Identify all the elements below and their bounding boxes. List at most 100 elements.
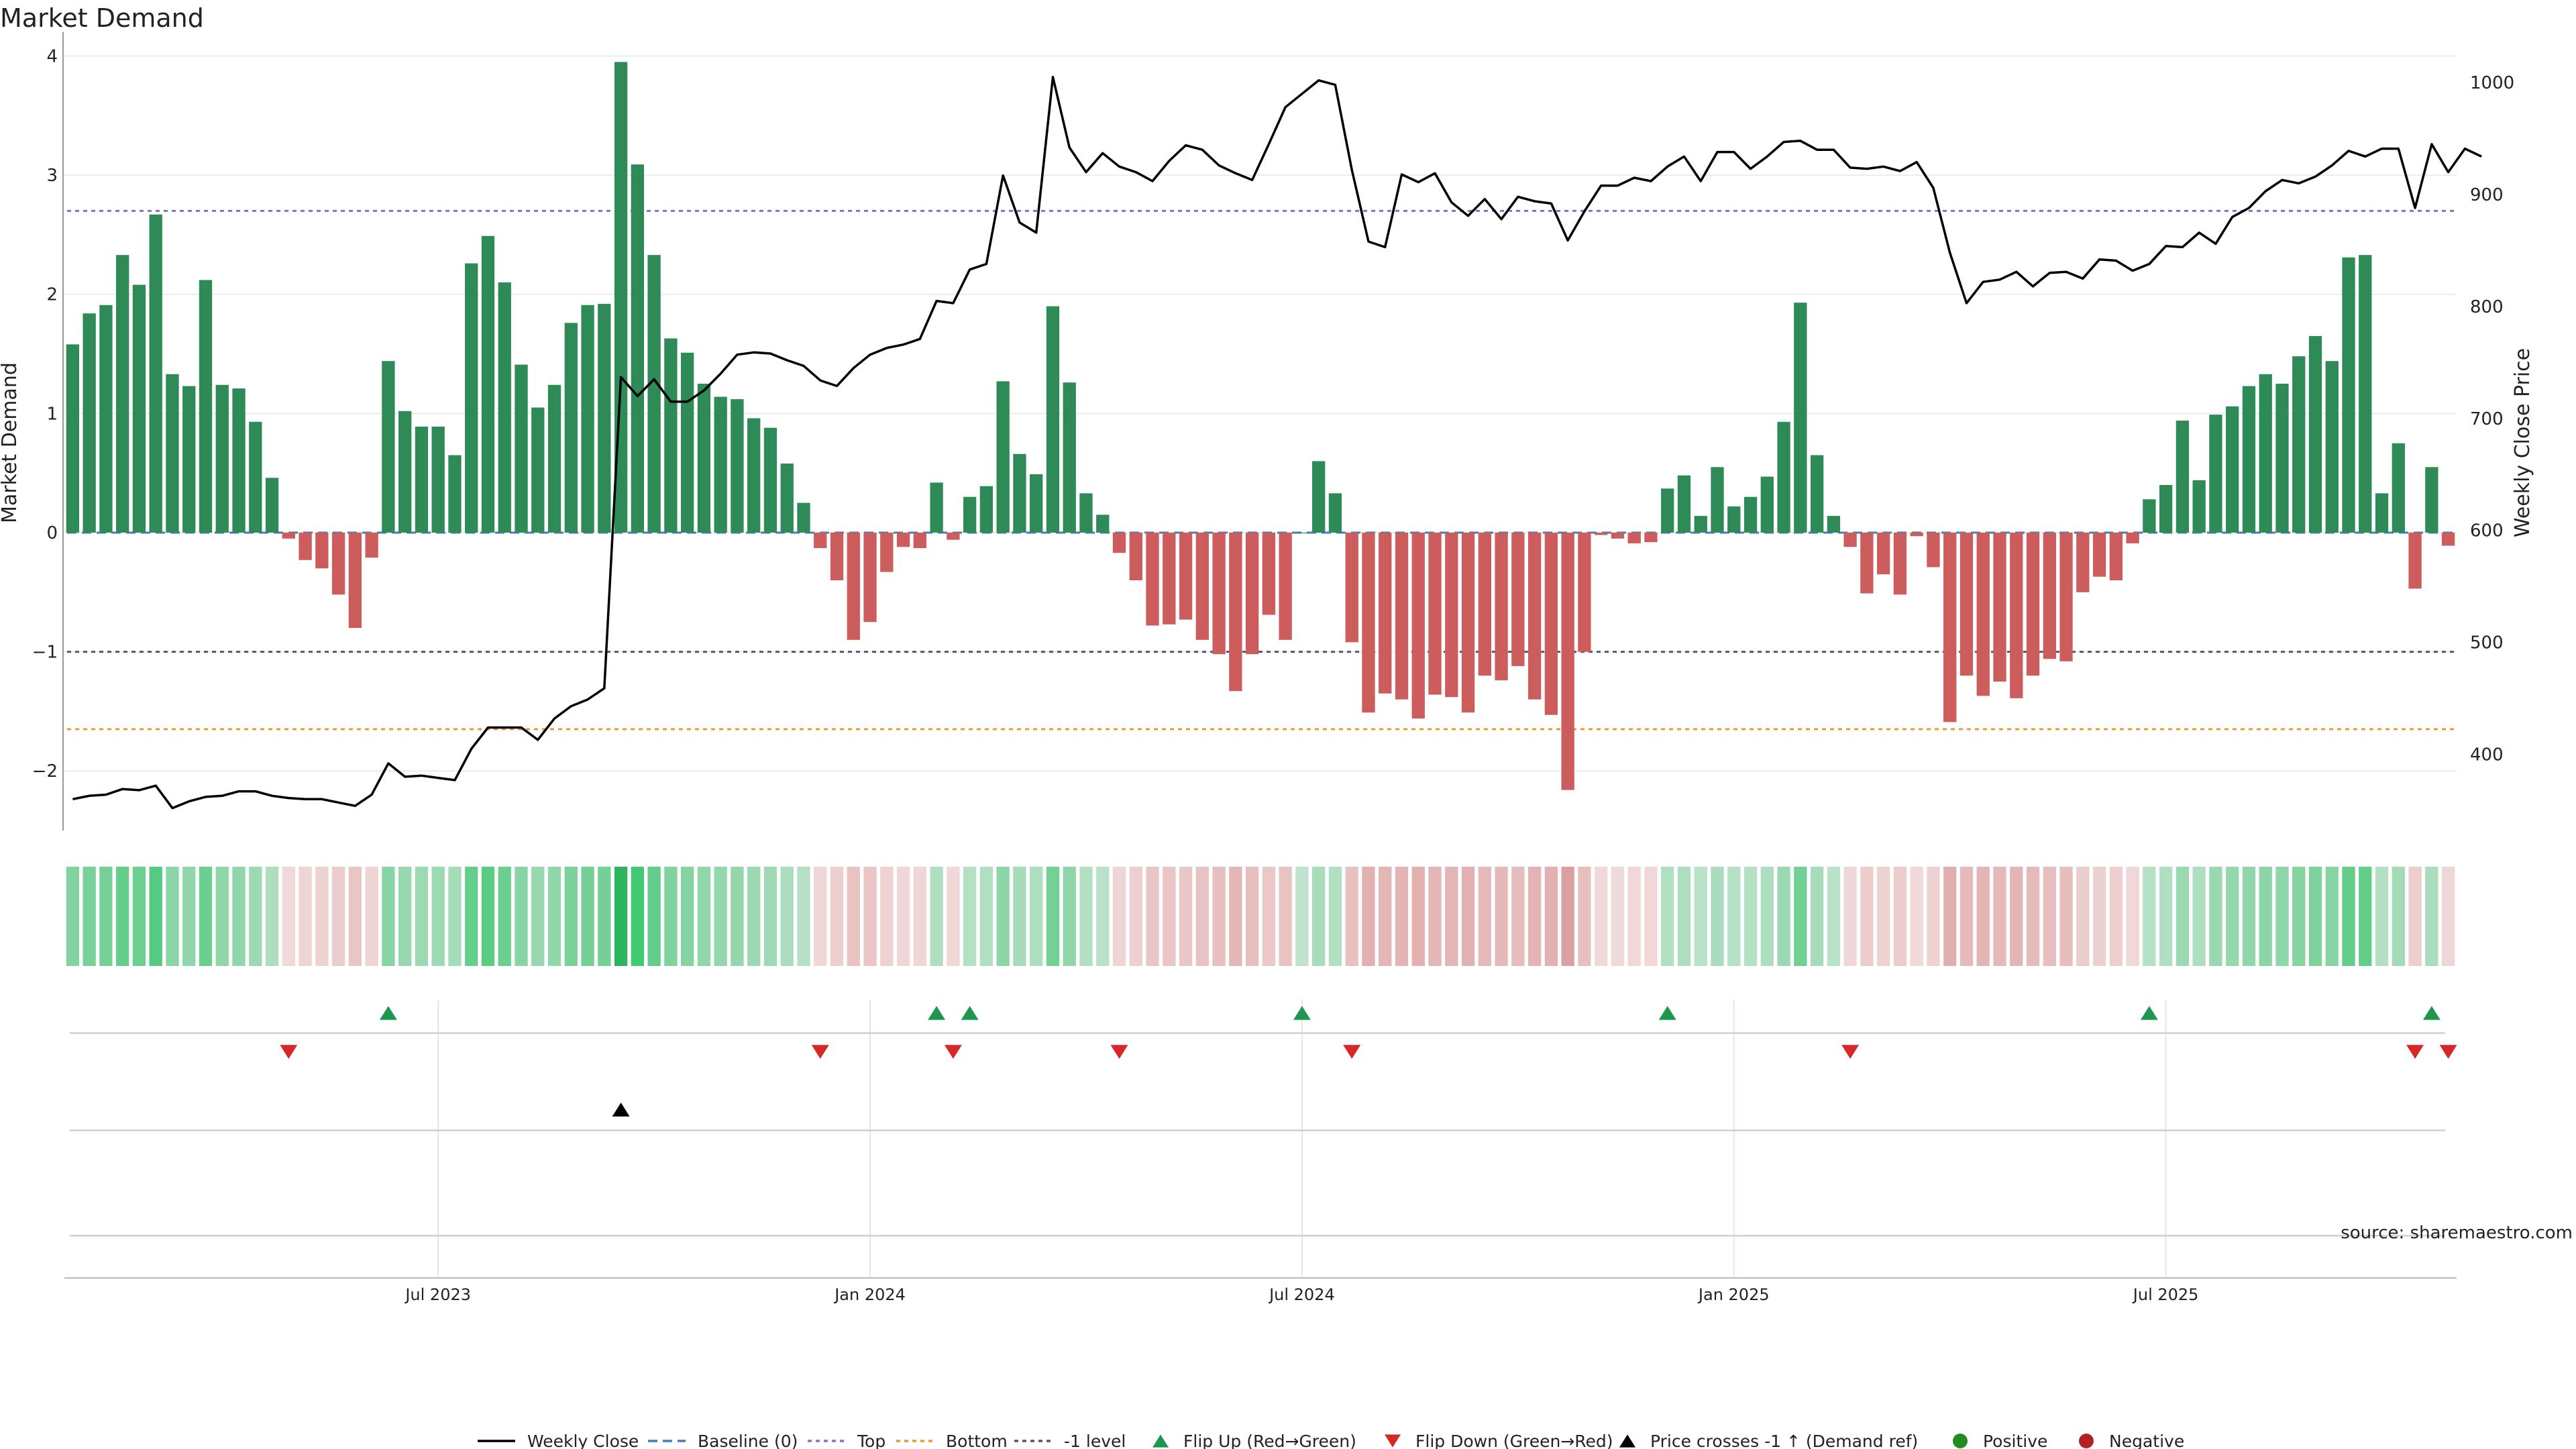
demand-bar: [1262, 532, 1276, 615]
demand-bar: [481, 235, 495, 533]
demand-bar: [1760, 476, 1774, 533]
legend-label: Weekly Close: [527, 1432, 639, 1449]
heat-cell: [714, 867, 727, 966]
heat-cell: [431, 867, 445, 966]
heat-cell: [2292, 867, 2306, 966]
heat-cell: [2375, 867, 2389, 966]
demand-bar: [166, 374, 179, 533]
heat-cell: [299, 867, 312, 966]
demand-bar: [1245, 532, 1259, 655]
heat-cell: [132, 867, 146, 966]
heat-cell: [1677, 867, 1691, 966]
demand-bar: [2010, 532, 2023, 698]
y2-tick-label: 600: [2470, 521, 2504, 541]
legend-marker: [1152, 1434, 1169, 1448]
demand-bar: [1212, 532, 1226, 655]
demand-bar: [531, 407, 545, 533]
heat-cell: [1644, 867, 1658, 966]
heat-cell: [880, 867, 894, 966]
heat-cell: [1461, 867, 1475, 966]
heat-cell: [1694, 867, 1707, 966]
heat-cell: [1245, 867, 1259, 966]
flip-down-marker: [811, 1044, 829, 1059]
heat-cell: [2308, 867, 2322, 966]
heat-cell: [481, 867, 495, 966]
demand-bar: [215, 384, 229, 533]
demand-bar: [830, 532, 844, 581]
heat-cell: [1893, 867, 1907, 966]
heat-cell: [2010, 867, 2023, 966]
demand-bar: [631, 164, 645, 533]
heat-cell: [1411, 867, 1425, 966]
demand-bar: [2176, 421, 2190, 533]
heat-cell: [697, 867, 711, 966]
heat-cell: [382, 867, 395, 966]
demand-bar: [1312, 461, 1326, 533]
heat-cell: [2192, 867, 2206, 966]
heat-cell: [2275, 867, 2289, 966]
demand-bar: [1146, 532, 1159, 626]
heat-cell: [448, 867, 462, 966]
heat-cell: [1312, 867, 1326, 966]
source-annotation: source: sharemaestro.com: [2341, 1223, 2573, 1243]
heat-cell: [1544, 867, 1558, 966]
demand-bar: [1063, 382, 1076, 533]
demand-bar: [1727, 506, 1741, 533]
demand-bar: [382, 361, 395, 533]
demand-bar: [1046, 306, 1060, 533]
demand-bar: [265, 478, 279, 533]
demand-bar: [1229, 532, 1242, 692]
axes: −2 −1 0 1 2 3 4 400 500 600 700 800 900 1000: [32, 32, 2514, 830]
heat-cell: [232, 867, 246, 966]
heat-cell: [2026, 867, 2040, 966]
flip-up-marker: [961, 1006, 979, 1020]
heat-cell: [365, 867, 378, 966]
demand-bar: [1943, 532, 1957, 722]
demand-bar: [282, 532, 295, 539]
flip-down-marker: [1110, 1044, 1128, 1059]
demand-bar: [2059, 532, 2073, 661]
heat-cell: [1345, 867, 1358, 966]
heat-cell: [1195, 867, 1209, 966]
demand-bar: [299, 532, 312, 560]
heat-cell: [348, 867, 362, 966]
demand-bar: [249, 421, 262, 533]
y2-tick-label: 900: [2470, 185, 2504, 205]
demand-bar: [232, 388, 246, 533]
demand-bar: [947, 532, 960, 540]
heat-cell: [1046, 867, 1060, 966]
heat-cell: [149, 867, 162, 966]
demand-bar: [99, 305, 113, 533]
demand-bar: [797, 502, 810, 533]
heat-cell: [1096, 867, 1110, 966]
demand-bar: [647, 255, 661, 533]
heat-cell: [564, 867, 578, 966]
heat-cell: [531, 867, 545, 966]
y2-tick-label: 700: [2470, 409, 2504, 429]
heat-cell: [547, 867, 561, 966]
price-line: [72, 76, 2482, 810]
heat-cell: [1611, 867, 1625, 966]
demand-bar: [1079, 493, 1093, 533]
heat-cell: [2159, 867, 2173, 966]
heat-cell: [265, 867, 279, 966]
heat-cell: [1827, 867, 1841, 966]
heat-cell: [1910, 867, 1923, 966]
demand-bar: [2375, 493, 2389, 533]
flip-down-marker: [280, 1044, 298, 1059]
heat-cell: [1976, 867, 1990, 966]
flip-down-marker: [2439, 1044, 2457, 1059]
legend-dot: [2079, 1434, 2094, 1448]
heat-cell: [2425, 867, 2438, 966]
heat-cell: [415, 867, 429, 966]
heat-cell: [215, 867, 229, 966]
heat-cell: [1495, 867, 1508, 966]
heat-cell: [66, 867, 80, 966]
demand-bar: [2109, 532, 2123, 581]
demand-bar: [1030, 474, 1043, 533]
demand-bar: [2308, 335, 2322, 533]
heat-cell: [1943, 867, 1957, 966]
demand-bar: [431, 426, 445, 533]
heat-cell: [1561, 867, 1574, 966]
demand-bar: [1395, 532, 1409, 700]
